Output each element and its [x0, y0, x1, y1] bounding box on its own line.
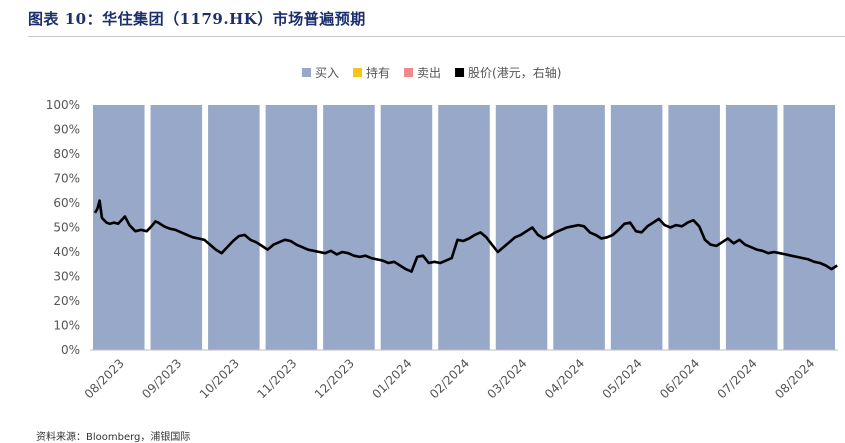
y-tick-label: 40% [53, 245, 80, 259]
bar-买入-08/2024 [783, 105, 835, 350]
y-axis: 0% 10% 20% 30% 40% 50% 60% 70% 80% 90% 100% [46, 98, 838, 357]
y-tick-label: 50% [53, 221, 80, 235]
x-tick-label: 12/2023 [312, 356, 357, 401]
y-tick-label: 10% [53, 319, 80, 333]
bar-买入-12/2023 [323, 105, 375, 350]
x-tick-label: 06/2024 [657, 356, 702, 401]
x-tick-label: 07/2024 [715, 356, 760, 401]
legend-label-2: 卖出 [417, 66, 441, 80]
x-tick-label: 09/2023 [139, 356, 184, 401]
legend-swatch-3 [455, 68, 465, 77]
y-tick-label: 80% [53, 147, 80, 161]
y-tick-label: 0% [61, 343, 80, 357]
page-title: 图表 10：华住集团（1179.HK）市场普遍预期 [28, 10, 366, 28]
bar-买入-10/2023 [208, 105, 260, 350]
bar-买入-03/2024 [495, 105, 548, 350]
legend-swatch-1 [353, 68, 363, 77]
bar-买入-09/2023 [150, 105, 203, 350]
y-tick-label: 100% [46, 98, 80, 112]
title-divider [28, 36, 845, 37]
legend-label-0: 买入 [315, 66, 339, 80]
x-tick-label: 04/2024 [542, 356, 587, 401]
legend-swatch-0 [302, 68, 311, 77]
x-tick-label: 08/2024 [772, 356, 817, 401]
bar-买入-06/2024 [668, 105, 720, 350]
bar-买入-02/2024 [438, 105, 490, 350]
chart-bars [93, 105, 835, 350]
price-line [93, 199, 838, 273]
x-tick-label: 02/2024 [427, 356, 472, 401]
bar-买入-01/2024 [380, 105, 433, 350]
y-tick-label: 60% [53, 196, 80, 210]
price-line-path [93, 199, 838, 273]
bar-买入-11/2023 [265, 105, 318, 350]
x-tick-label: 08/2023 [82, 356, 127, 401]
x-tick-label: 10/2023 [197, 356, 242, 401]
bar-买入-08/2023 [93, 105, 145, 350]
y-tick-label: 20% [53, 294, 80, 308]
x-tick-label: 03/2024 [485, 356, 530, 401]
y-tick-label: 70% [53, 172, 80, 186]
x-tick-label: 11/2023 [254, 356, 299, 401]
y-tick-label: 90% [53, 123, 80, 137]
x-tick-label: 05/2024 [600, 356, 645, 401]
bar-买入-04/2024 [553, 105, 605, 350]
legend-label-1: 持有 [366, 65, 390, 80]
chart-legend: 买入 持有 卖出 股价(港元，右轴) [302, 65, 561, 80]
x-tick-label: 01/2024 [369, 356, 414, 401]
legend-swatch-2 [404, 68, 414, 77]
bar-买入-07/2024 [725, 105, 778, 350]
bar-买入-05/2024 [610, 105, 663, 350]
y-tick-label: 30% [53, 270, 80, 284]
x-axis: 08/2023 09/2023 10/2023 11/2023 12/2023 01/20… [82, 356, 818, 401]
legend-label-3: 股价(港元，右轴) [468, 65, 561, 80]
